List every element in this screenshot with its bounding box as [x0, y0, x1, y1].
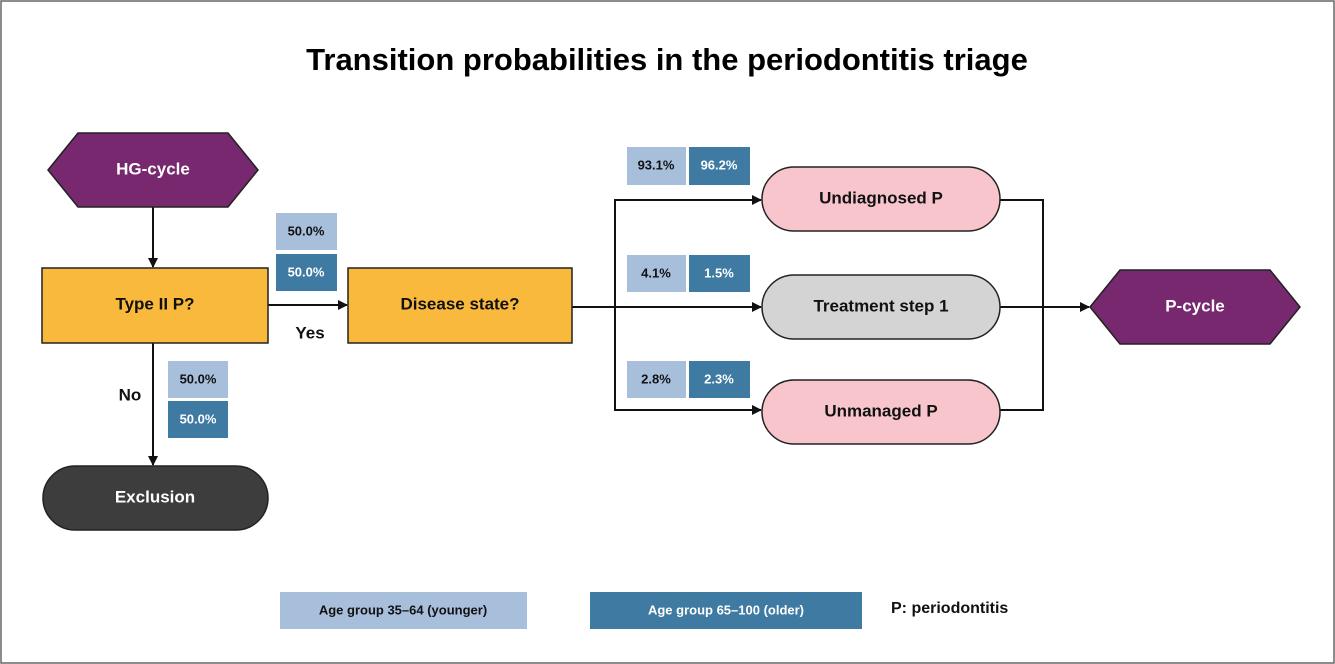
legend-swatch-younger: [280, 592, 527, 629]
hexagon-node: [1089, 269, 1301, 345]
prob-label: 2.8%: [641, 371, 671, 386]
node-label: Unmanaged P: [824, 401, 937, 420]
prob-label: 50.0%: [180, 411, 217, 426]
prob-box-older: [689, 255, 750, 292]
edges: [148, 195, 1090, 466]
prob-box-older: [689, 361, 750, 398]
edge-label: Yes: [295, 323, 324, 342]
title: Transition probabilities in the periodon…: [306, 42, 1028, 77]
node-label: Treatment step 1: [813, 296, 948, 315]
prob-label: 4.1%: [641, 265, 671, 280]
node-label: Type II P?: [115, 294, 194, 313]
prob-box-older: [689, 147, 750, 185]
prob-box-younger: [627, 147, 686, 185]
prob-label: 93.1%: [638, 157, 675, 172]
node-label: Undiagnosed P: [819, 188, 943, 207]
decision-node: [41, 267, 269, 344]
state-node: [761, 379, 1001, 445]
prob-box-younger: [168, 361, 228, 398]
prob-label: 50.0%: [288, 264, 325, 279]
prob-box-older: [168, 401, 228, 438]
state-node: [761, 274, 1001, 340]
state-node: [761, 166, 1001, 232]
legend-label: Age group 65–100 (older): [648, 602, 804, 617]
prob-box-younger: [627, 255, 686, 292]
prob-box-older: [276, 254, 337, 291]
prob-label: 1.5%: [704, 265, 734, 280]
node-label: P-cycle: [1165, 296, 1225, 315]
node-label: HG-cycle: [116, 159, 190, 178]
decision-node: [347, 267, 573, 344]
terminal-node: [42, 465, 269, 531]
prob-label: 96.2%: [701, 157, 738, 172]
prob-label: 50.0%: [288, 223, 325, 238]
legend-label: Age group 35–64 (younger): [319, 602, 487, 617]
node-label: Exclusion: [115, 487, 195, 506]
hexagon-node: [47, 132, 259, 208]
prob-box-younger: [627, 361, 686, 398]
prob-box-younger: [276, 213, 337, 250]
legend-swatch-older: [590, 592, 862, 629]
edge-label: No: [119, 385, 142, 404]
prob-label: 2.3%: [704, 371, 734, 386]
prob-label: 50.0%: [180, 371, 217, 386]
legend-note: P: periodontitis: [891, 600, 1008, 617]
node-label: Disease state?: [400, 294, 519, 313]
